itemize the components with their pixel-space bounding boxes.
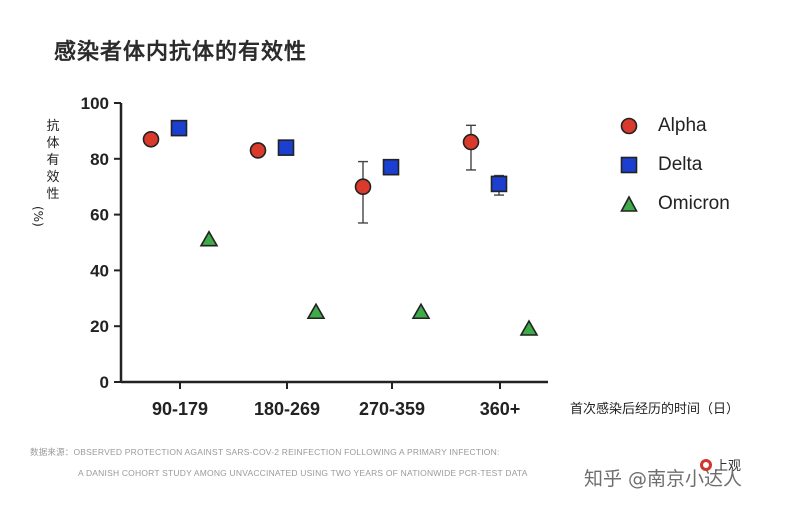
point-alpha [354,178,372,195]
point-omicron [306,302,326,320]
legend-label-omicron: Omicron [658,192,730,214]
point-alpha [462,133,480,151]
point-omicron [199,230,219,247]
logo-text: 上观 [715,459,742,474]
y-tick-label: 60 [90,206,109,225]
x-tick-label: 90-179 [152,399,208,419]
y-tick-label: 80 [90,150,109,169]
y-tick-label: 0 [100,373,109,392]
point-delta [382,158,400,176]
publisher-logo: 上观 [700,455,741,474]
y-tick-label: 100 [81,94,109,113]
square-marker-icon [620,156,638,173]
x-tick-label: 180-269 [254,399,320,419]
x-tick-label: 270-359 [359,399,425,419]
legend-item-alpha: Alpha [616,106,730,145]
point-omicron [411,302,431,320]
source-line-2: A DANISH COHORT STUDY AMONG UNVACCINATED… [78,468,528,478]
legend-item-delta: Delta [616,145,730,184]
chart-title: 感染者体内抗体的有效性 [54,40,308,65]
point-delta [490,175,508,193]
x-tick-label: 360+ [480,399,521,419]
legend-label-delta: Delta [658,153,703,175]
watermark: 知乎 @南京小达人 [584,468,743,490]
y-tick-label: 40 [90,261,109,280]
legend-label-alpha: Alpha [658,114,707,136]
point-delta [277,139,295,156]
point-alpha [249,142,267,159]
logo-icon [700,458,712,471]
triangle-marker-icon [620,194,638,212]
point-delta [170,119,188,137]
x-axis-label: 首次感染后经历的时间（日） [570,402,740,417]
y-axis-label: 抗体有效性 [46,119,60,202]
point-omicron [519,319,539,336]
chart-legend: Alpha Delta Omicron [616,106,730,223]
source-line-1: 数据来源：OBSERVED PROTECTION AGAINST SARS-CO… [30,447,500,457]
y-tick-label: 20 [90,317,109,336]
circle-marker-icon [620,117,638,134]
point-alpha [142,130,160,148]
legend-item-omicron: Omicron [616,184,730,223]
chart-axes: 0 20 40 60 80 100 90-179 180-269 270-359 360+ [81,94,548,419]
chart-marks [142,119,539,336]
